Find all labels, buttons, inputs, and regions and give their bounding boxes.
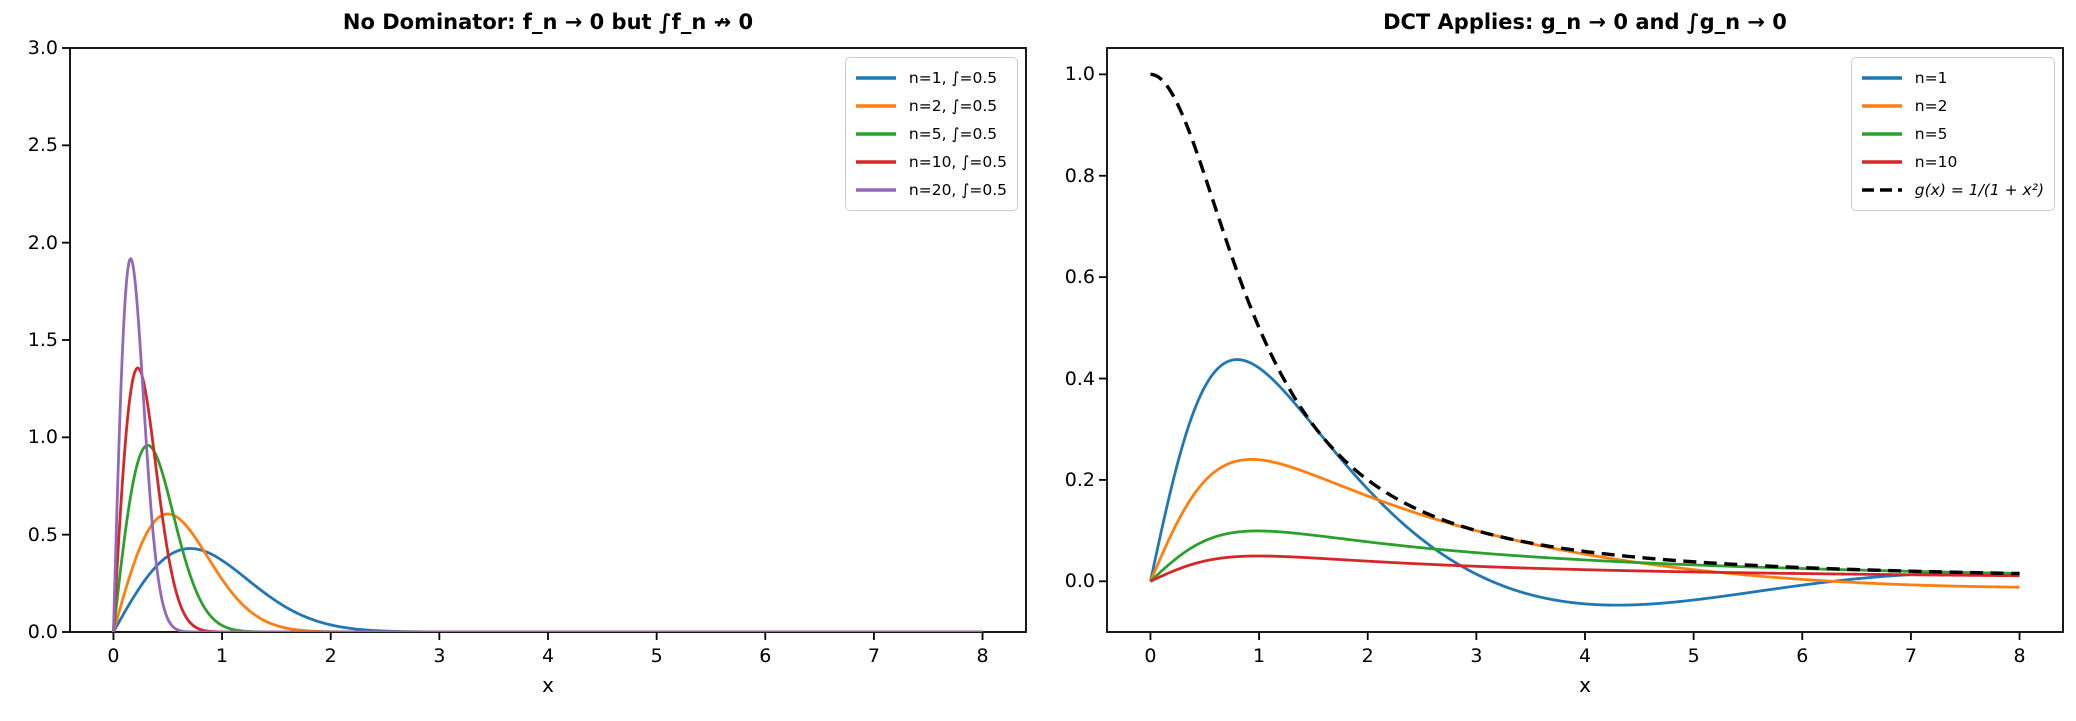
- legend-item: n=2, ∫=0.5: [855, 93, 1007, 119]
- legend-item: n=5, ∫=0.5: [855, 121, 1007, 147]
- y-tick-label: 1.0: [27, 426, 58, 449]
- right-plot-xlabel: x: [1579, 673, 1591, 697]
- legend-item: g(x) = 1/(1 + x²): [1861, 177, 2044, 203]
- legend-item: n=2: [1861, 93, 2044, 119]
- x-tick-label: 4: [541, 645, 555, 667]
- legend-label: n=1, ∫=0.5: [908, 69, 998, 87]
- legend-label: n=5, ∫=0.5: [908, 125, 998, 143]
- legend-label: n=10, ∫=0.5: [908, 153, 1007, 171]
- left-plot-legend: n=1, ∫=0.5 n=2, ∫=0.5 n=5, ∫=0.5 n=10, ∫=0.…: [844, 57, 1018, 211]
- legend-line-sample: [1861, 104, 1902, 108]
- x-tick-label: 7: [1904, 645, 1917, 667]
- curve-n1: [112, 547, 983, 632]
- curve-n2: [1149, 458, 2020, 589]
- legend-item: n=10: [1861, 149, 2044, 175]
- curve-n1: [1149, 358, 2020, 607]
- legend-label: n=20, ∫=0.5: [908, 181, 1007, 199]
- curve-envelope: [1149, 72, 2021, 576]
- curve-n10: [112, 366, 983, 632]
- y-tick-label: 0.0: [1064, 570, 1095, 593]
- x-tick-label: 3: [433, 645, 446, 667]
- legend-line-sample: [1861, 160, 1902, 164]
- legend-item: n=10, ∫=0.5: [855, 149, 1007, 175]
- x-tick-label: 0: [1144, 645, 1157, 667]
- y-tick-label: 0.5: [27, 523, 58, 546]
- legend-item: n=1, ∫=0.5: [855, 65, 1007, 91]
- y-tick-label: 0.2: [1064, 468, 1095, 491]
- x-tick-label: 1: [1253, 645, 1266, 667]
- legend-label: n=1: [1914, 69, 1948, 87]
- x-tick-label: 8: [2013, 645, 2026, 667]
- y-tick-label: 2.5: [27, 134, 58, 157]
- x-tick-label: 5: [650, 645, 663, 667]
- legend-label: g(x) = 1/(1 + x²): [1914, 181, 2044, 199]
- legend-item: n=20, ∫=0.5: [855, 177, 1007, 203]
- curve-n10: [1149, 554, 2020, 583]
- y-tick-label: 0.8: [1064, 164, 1095, 187]
- y-tick-label: 0.0: [27, 621, 58, 643]
- legend-item: n=1: [1861, 65, 2044, 91]
- legend-label: n=2, ∫=0.5: [908, 97, 998, 115]
- x-tick-label: 4: [1578, 645, 1592, 667]
- y-tick-label: 3.0: [27, 37, 58, 59]
- x-tick-label: 8: [976, 645, 989, 667]
- left-plot-xlabel: x: [542, 673, 554, 697]
- y-tick-label: 1.5: [27, 329, 58, 351]
- x-tick-label: 2: [1361, 645, 1374, 667]
- legend-line-sample: [855, 104, 896, 108]
- y-tick-label: 0.4: [1064, 367, 1095, 390]
- legend-line-sample: [1861, 76, 1902, 80]
- x-tick-label: 6: [1796, 645, 1809, 667]
- legend-line-sample: [855, 160, 896, 164]
- left-plot-title: No Dominator: f_n → 0 but ∫f_n ↛ 0: [342, 10, 754, 34]
- x-tick-label: 2: [324, 645, 337, 667]
- y-tick-label: 1.0: [1064, 63, 1095, 86]
- x-tick-label: 6: [759, 645, 772, 667]
- x-tick-label: 5: [1687, 645, 1700, 667]
- right-plot-title: DCT Applies: g_n → 0 and ∫g_n → 0: [1383, 10, 1787, 34]
- legend-label: n=2: [1914, 97, 1948, 115]
- y-tick-label: 2.0: [27, 231, 58, 254]
- x-tick-label: 0: [107, 645, 120, 667]
- legend-line-sample: [855, 132, 896, 136]
- legend-label: n=10: [1914, 153, 1958, 171]
- legend-line-sample: [855, 188, 896, 192]
- legend-line-sample: [1861, 132, 1902, 136]
- curve-n2: [112, 512, 983, 632]
- y-tick-label: 0.6: [1064, 266, 1095, 289]
- legend-line-sample: [855, 76, 896, 80]
- legend-label: n=5: [1914, 125, 1948, 143]
- legend-item: n=5: [1861, 121, 2044, 147]
- x-tick-label: 3: [1470, 645, 1483, 667]
- legend-line-sample: [1861, 188, 1902, 192]
- right-plot-legend: n=1 n=2 n=5 n=10 g(x) = 1/(1 + x²): [1850, 57, 2055, 211]
- x-tick-label: 7: [867, 645, 880, 667]
- x-tick-label: 1: [216, 645, 229, 667]
